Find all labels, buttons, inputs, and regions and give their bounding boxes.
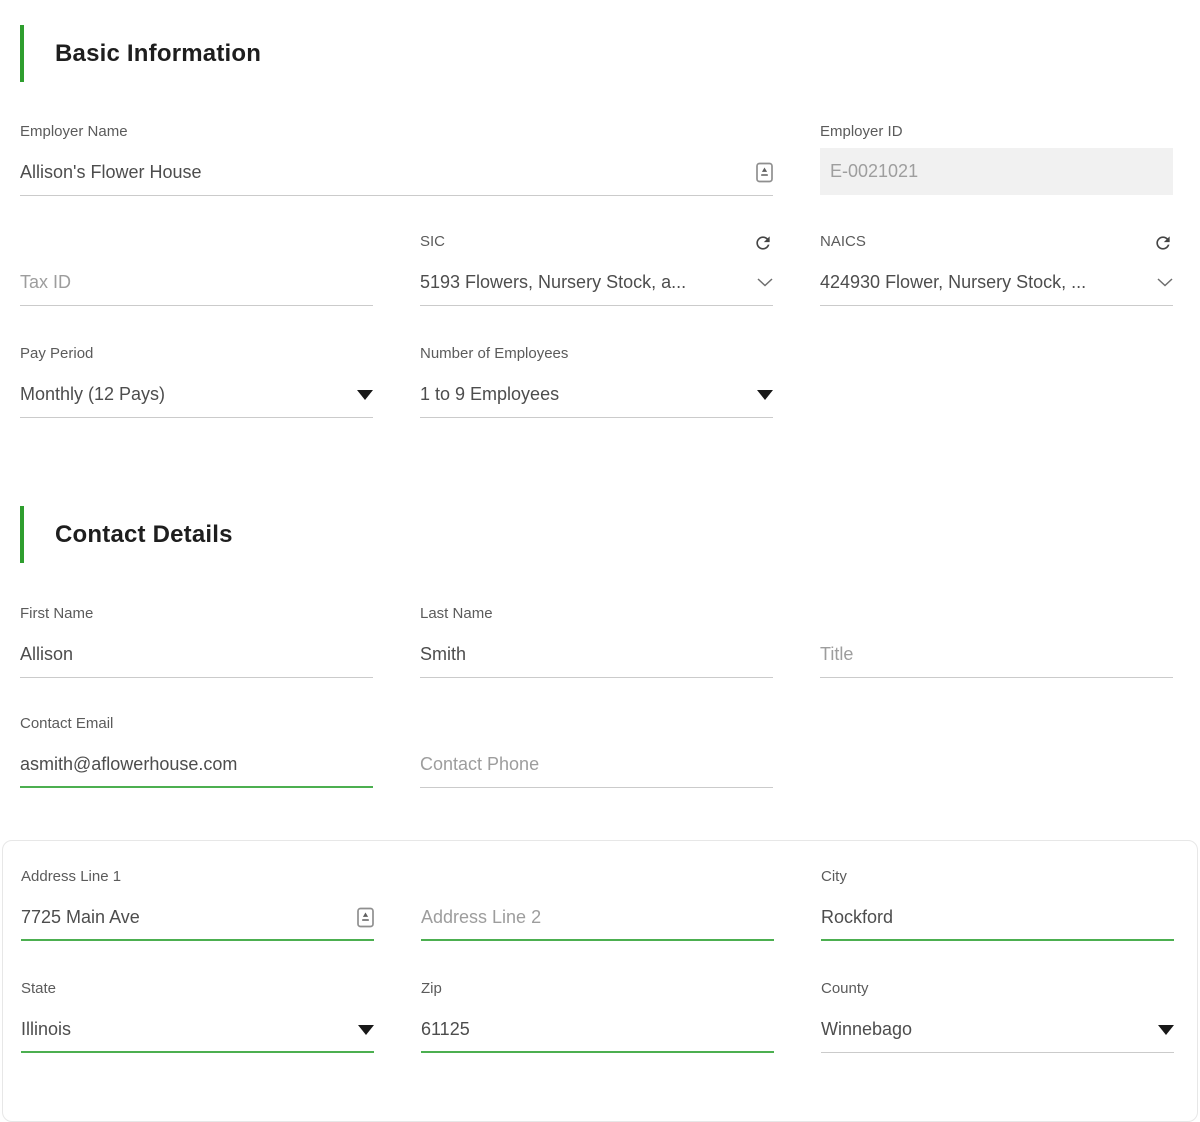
dropdown-arrow-icon <box>358 1024 374 1035</box>
employer-name-label: Employer Name <box>20 123 128 140</box>
number-of-employees-label: Number of Employees <box>420 345 569 362</box>
section-title: Basic Information <box>55 39 262 67</box>
employer-name-input[interactable]: Allison's Flower House <box>20 162 773 196</box>
employer-id-field: Employer ID E-0021021 <box>820 123 1173 196</box>
address-line-1-input[interactable]: 7725 Main Ave <box>21 907 374 941</box>
contact-phone-placeholder: Contact Phone <box>420 754 540 774</box>
city-input[interactable]: Rockford <box>821 907 1174 941</box>
refresh-icon <box>753 233 773 253</box>
zip-label: Zip <box>421 980 442 997</box>
section-title: Contact Details <box>55 520 233 548</box>
dropdown-arrow-icon <box>757 389 773 400</box>
naics-label: NAICS <box>820 233 866 250</box>
state-field: State Illinois <box>21 980 374 1053</box>
city-label: City <box>821 868 847 885</box>
zip-input[interactable]: 61125 <box>421 1019 774 1053</box>
address-line-1-field: Address Line 1 7725 Main Ave <box>21 868 374 941</box>
naics-field: NAICS 424930 Flower, Nursery Stock, ... <box>820 233 1173 306</box>
title-input[interactable]: Title <box>820 644 1173 678</box>
naics-value: 424930 Flower, Nursery Stock, ... <box>820 272 1087 292</box>
pay-period-field: Pay Period Monthly (12 Pays) <box>20 345 373 418</box>
employer-name-field: Employer Name Allison's Flower House <box>20 123 773 196</box>
sic-field: SIC 5193 Flowers, Nursery Stock, a... <box>420 233 773 306</box>
section-accent-bar <box>20 25 24 82</box>
tax-id-input[interactable]: Tax ID <box>20 272 373 306</box>
chevron-down-icon <box>757 278 773 287</box>
county-select[interactable]: Winnebago <box>821 1019 1174 1053</box>
address-line-1-label: Address Line 1 <box>21 868 122 885</box>
basic-information-section-heading: Basic Information <box>20 25 1200 82</box>
number-of-employees-field: Number of Employees 1 to 9 Employees <box>420 345 773 418</box>
contact-phone-input[interactable]: Contact Phone <box>420 754 773 788</box>
contact-email-value: asmith@aflowerhouse.com <box>20 754 238 774</box>
address-line-2-input[interactable]: Address Line 2 <box>421 907 774 941</box>
contact-email-label: Contact Email <box>20 715 114 732</box>
pay-period-value: Monthly (12 Pays) <box>20 384 166 404</box>
state-select[interactable]: Illinois <box>21 1019 374 1053</box>
state-value: Illinois <box>21 1019 72 1039</box>
address-line-1-value: 7725 Main Ave <box>21 907 140 927</box>
employer-id-value: E-0021021 <box>830 161 919 181</box>
employer-id-label: Employer ID <box>820 123 903 140</box>
sic-refresh-button[interactable] <box>753 233 773 253</box>
tax-id-placeholder: Tax ID <box>20 272 72 292</box>
first-name-label: First Name <box>20 605 94 622</box>
first-name-input[interactable]: Allison <box>20 644 373 678</box>
contact-phone-field: Contact Phone <box>420 715 773 788</box>
sic-value: 5193 Flowers, Nursery Stock, a... <box>420 272 687 292</box>
employer-id-input: E-0021021 <box>820 148 1173 195</box>
zip-value: 61125 <box>421 1019 470 1039</box>
number-of-employees-value: 1 to 9 Employees <box>420 384 560 404</box>
refresh-icon <box>1153 233 1173 253</box>
county-label: County <box>821 980 869 997</box>
city-field: City Rockford <box>821 868 1174 941</box>
sic-label: SIC <box>420 233 446 250</box>
pay-period-select[interactable]: Monthly (12 Pays) <box>20 384 373 418</box>
city-value: Rockford <box>821 907 894 927</box>
address-card: Address Line 1 7725 Main Ave Address <box>2 840 1198 1122</box>
zip-field: Zip 61125 <box>421 980 774 1053</box>
employer-name-value: Allison's Flower House <box>20 162 202 182</box>
naics-combobox[interactable]: 424930 Flower, Nursery Stock, ... <box>820 272 1173 306</box>
address-line-2-placeholder: Address Line 2 <box>421 907 542 927</box>
section-accent-bar <box>20 506 24 563</box>
id-badge-icon <box>357 907 374 928</box>
county-value: Winnebago <box>821 1019 913 1039</box>
contact-details-section-heading: Contact Details <box>20 506 1200 563</box>
dropdown-arrow-icon <box>357 389 373 400</box>
state-label: State <box>21 980 57 997</box>
county-field: County Winnebago <box>821 980 1174 1053</box>
id-badge-icon <box>756 162 773 183</box>
last-name-field: Last Name Smith <box>420 605 773 678</box>
pay-period-label: Pay Period <box>20 345 94 362</box>
naics-refresh-button[interactable] <box>1153 233 1173 253</box>
first-name-field: First Name Allison <box>20 605 373 678</box>
first-name-value: Allison <box>20 644 74 664</box>
dropdown-arrow-icon <box>1158 1024 1174 1035</box>
title-placeholder: Title <box>820 644 854 664</box>
sic-combobox[interactable]: 5193 Flowers, Nursery Stock, a... <box>420 272 773 306</box>
tax-id-field: Tax ID <box>20 233 373 306</box>
contact-email-field: Contact Email asmith@aflowerhouse.com <box>20 715 373 788</box>
address-line-2-field: Address Line 2 <box>421 868 774 941</box>
chevron-down-icon <box>1157 278 1173 287</box>
title-field: Title <box>820 605 1173 678</box>
last-name-label: Last Name <box>420 605 493 622</box>
last-name-input[interactable]: Smith <box>420 644 773 678</box>
number-of-employees-select[interactable]: 1 to 9 Employees <box>420 384 773 418</box>
last-name-value: Smith <box>420 644 467 664</box>
contact-email-input[interactable]: asmith@aflowerhouse.com <box>20 754 373 788</box>
